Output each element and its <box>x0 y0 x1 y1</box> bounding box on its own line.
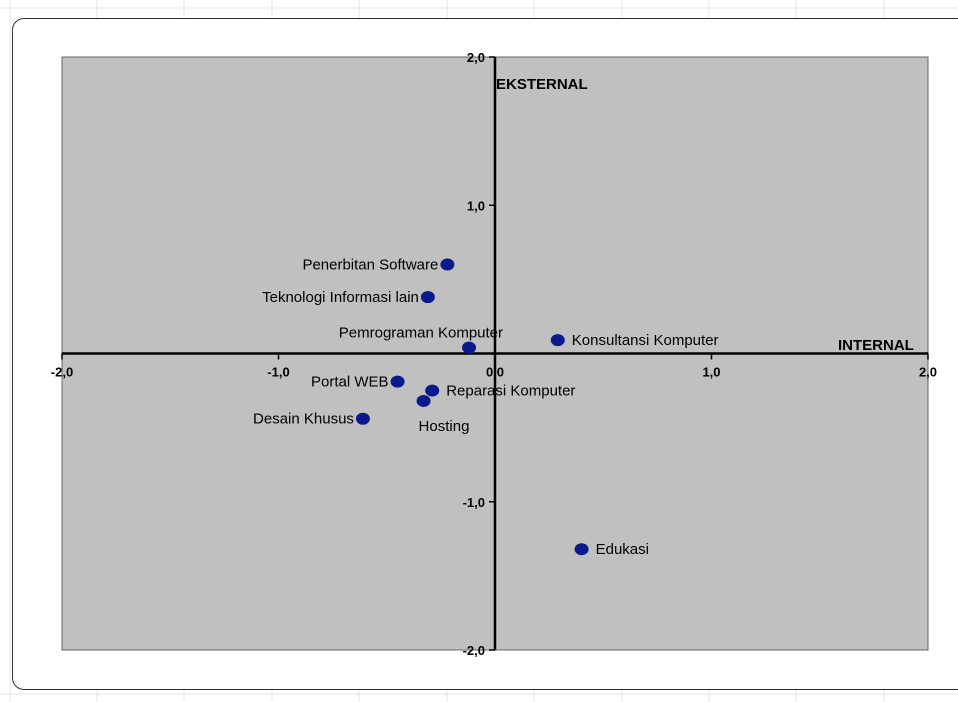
data-label: Penerbitan Software <box>302 257 438 274</box>
data-point[interactable] <box>440 258 455 271</box>
data-point[interactable] <box>462 341 477 354</box>
x-tick-label: -2,0 <box>51 365 73 380</box>
y-tick-label: 2,0 <box>467 50 485 65</box>
data-point[interactable] <box>550 334 565 347</box>
data-point[interactable] <box>390 375 405 388</box>
y-tick-label: 1,0 <box>467 198 485 213</box>
x-tick-label: -1,0 <box>267 365 289 380</box>
y-tick-label: -2,0 <box>463 643 485 658</box>
data-label: Hosting <box>419 418 470 435</box>
x-tick-label: 1,0 <box>702 365 720 380</box>
data-label: Konsultansi Komputer <box>572 332 719 349</box>
data-point[interactable] <box>574 543 589 556</box>
data-label: Portal WEB <box>311 374 389 391</box>
data-point[interactable] <box>355 412 370 425</box>
data-point[interactable] <box>420 291 435 304</box>
data-label: Desain Khusus <box>253 411 354 428</box>
data-label: Edukasi <box>596 541 649 558</box>
data-point[interactable] <box>416 394 431 407</box>
x-tick-label: 2,0 <box>919 365 937 380</box>
data-point[interactable] <box>425 384 440 397</box>
y-axis-title: EKSTERNAL <box>496 76 588 93</box>
data-label: Reparasi Komputer <box>446 383 575 400</box>
data-label: Teknologi Informasi lain <box>262 289 419 306</box>
x-tick-label: 0,0 <box>486 365 504 380</box>
y-tick-label: -1,0 <box>463 495 485 510</box>
data-label: Pemrograman Komputer <box>339 325 503 342</box>
x-axis-title: INTERNAL <box>838 337 914 354</box>
